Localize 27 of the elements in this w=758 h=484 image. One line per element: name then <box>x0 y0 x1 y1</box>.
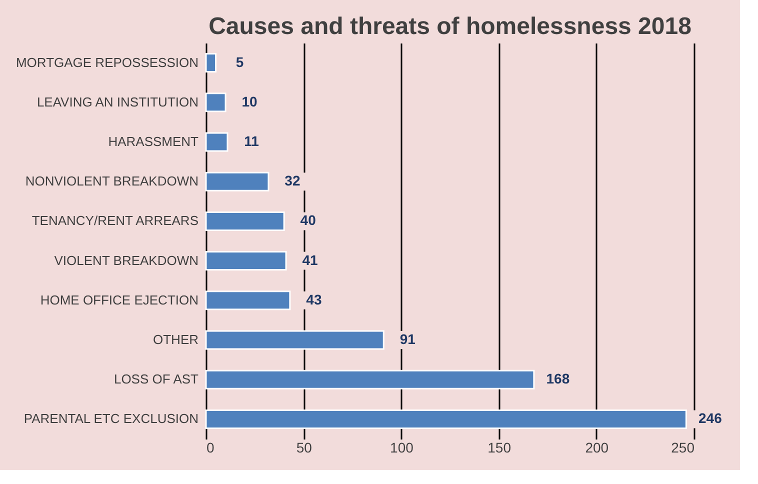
data-label: 10 <box>242 93 258 110</box>
x-tick-label: 100 <box>390 440 414 456</box>
x-tick-label: 150 <box>488 440 512 456</box>
y-tick-label: NONVIOLENT BREAKDOWN <box>25 174 198 189</box>
data-label: 41 <box>302 252 318 268</box>
y-tick-label: VIOLENT BREAKDOWN <box>54 252 198 268</box>
y-tick-label: HARASSMENT <box>108 134 199 149</box>
data-label: 40 <box>300 212 316 228</box>
y-tick-label: TENANCY/RENT ARREARS <box>32 213 199 228</box>
x-tick-label: 200 <box>585 440 609 456</box>
data-label: 246 <box>698 410 722 426</box>
y-tick-label: OTHER <box>153 332 198 347</box>
y-tick-label: PARENTAL ETC EXCLUSION <box>24 411 198 426</box>
x-tick-label: 0 <box>206 440 214 456</box>
y-tick-label: LEAVING AN INSTITUTION <box>36 94 198 110</box>
x-tick-label: 250 <box>671 440 695 456</box>
data-label: 11 <box>244 133 260 149</box>
y-tick-label: MORTGAGE REPOSSESSION <box>16 54 198 70</box>
x-tick-label: 50 <box>296 440 312 456</box>
data-label: 43 <box>306 291 322 308</box>
y-tick-label: LOSS OF AST <box>114 372 199 387</box>
data-label: 91 <box>400 331 416 347</box>
data-label: 32 <box>284 172 300 189</box>
data-label: 168 <box>546 370 570 387</box>
data-label: 5 <box>236 54 244 70</box>
y-tick-label: HOME OFFICE EJECTION <box>40 292 198 308</box>
chart-title: Causes and threats of homelessness 2018 <box>208 13 692 40</box>
